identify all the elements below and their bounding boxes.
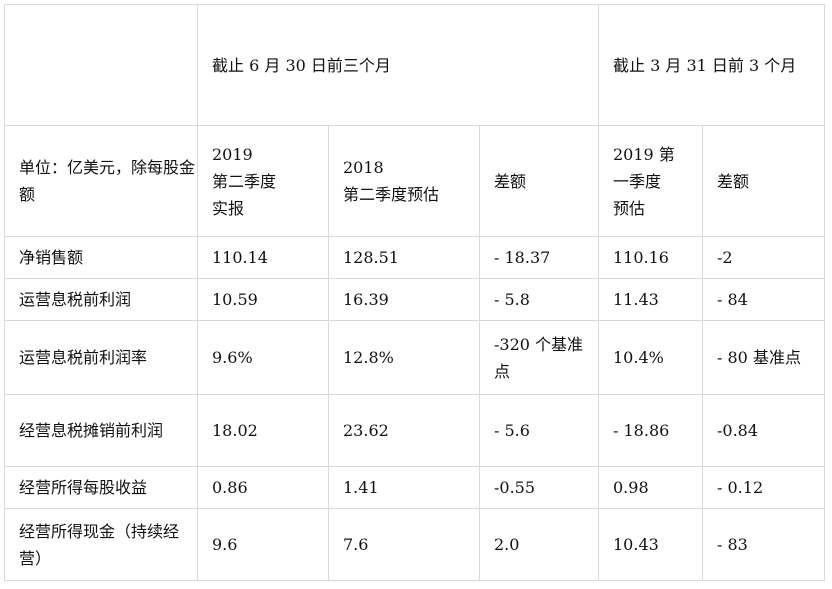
cell-diff: - 5.8 (479, 278, 599, 321)
period-header-row: 截止 6 月 30 日前三个月 截止 3 月 31 日前 3 个月 (4, 4, 825, 126)
cell-q1-2019: 10.43 (598, 508, 703, 581)
cell-q1-2019: 0.98 (598, 466, 703, 509)
cell-diff2: - 0.12 (702, 466, 825, 509)
cell-diff2: - 84 (702, 278, 825, 321)
table-row: 经营息税摊销前利润 18.02 23.62 - 5.6 - 18.86 -0.8… (4, 394, 825, 467)
cell-diff: - 18.37 (479, 236, 599, 279)
financial-results-table: 截止 6 月 30 日前三个月 截止 3 月 31 日前 3 个月 单位：亿美元… (4, 4, 825, 581)
cell-q2-2019: 9.6% (197, 320, 329, 395)
period-q1-header: 截止 3 月 31 日前 3 个月 (598, 4, 825, 126)
cell-q2-2018: 7.6 (328, 508, 480, 581)
col-2019q1-year: 2019 第 (613, 144, 675, 164)
col-2019q2-actual: 2019 第二季度 实报 (197, 125, 329, 237)
cell-q2-2019: 9.6 (197, 508, 329, 581)
cell-q2-2019: 10.59 (197, 278, 329, 321)
cell-diff2: - 83 (702, 508, 825, 581)
unit-label: 单位：亿美元，除每股金额 (4, 125, 198, 237)
col-diff2: 差额 (702, 125, 825, 237)
cell-q2-2019: 0.86 (197, 466, 329, 509)
table-row: 运营息税前利润 10.59 16.39 - 5.8 11.43 - 84 (4, 278, 825, 321)
row-label: 经营所得现金（持续经营） (4, 508, 198, 581)
cell-q1-2019: 11.43 (598, 278, 703, 321)
table-row: 经营所得每股收益 0.86 1.41 -0.55 0.98 - 0.12 (4, 466, 825, 509)
col-2019q1-type: 预估 (613, 198, 646, 218)
cell-diff: -320 个基准点 (479, 320, 599, 395)
cell-diff: -0.55 (479, 466, 599, 509)
cell-q2-2018: 1.41 (328, 466, 480, 509)
cell-diff: 2.0 (479, 508, 599, 581)
empty-header-cell (4, 4, 198, 126)
row-label: 运营息税前利润率 (4, 320, 198, 395)
col-2019q2-year: 2019 (212, 144, 253, 164)
col-2019q2-quarter: 第二季度 (212, 171, 277, 191)
cell-q1-2019: - 18.86 (598, 394, 703, 467)
cell-diff2: -2 (702, 236, 825, 279)
col-2019q1-estimate: 2019 第 一季度 预估 (598, 125, 703, 237)
cell-q2-2019: 110.14 (197, 236, 329, 279)
col-diff: 差额 (479, 125, 599, 237)
col-2019q2-type: 实报 (212, 198, 245, 218)
cell-q2-2018: 16.39 (328, 278, 480, 321)
column-header-row: 单位：亿美元，除每股金额 2019 第二季度 实报 2018 第二季度预估 差额… (4, 125, 825, 237)
cell-diff: - 5.6 (479, 394, 599, 467)
col-2018q2-year: 2018 (343, 158, 384, 177)
cell-q1-2019: 110.16 (598, 236, 703, 279)
row-label: 经营所得每股收益 (4, 466, 198, 509)
cell-q2-2018: 23.62 (328, 394, 480, 467)
row-label: 经营息税摊销前利润 (4, 394, 198, 467)
cell-q2-2018: 12.8% (328, 320, 480, 395)
cell-q1-2019: 10.4% (598, 320, 703, 395)
cell-q2-2018: 128.51 (328, 236, 480, 279)
table-row: 运营息税前利润率 9.6% 12.8% -320 个基准点 10.4% - 80… (4, 320, 825, 395)
row-label: 运营息税前利润 (4, 278, 198, 321)
cell-diff2: -0.84 (702, 394, 825, 467)
row-label: 净销售额 (4, 236, 198, 279)
col-2018q2-quarter: 第二季度预估 (343, 185, 440, 204)
cell-q2-2019: 18.02 (197, 394, 329, 467)
table-row: 经营所得现金（持续经营） 9.6 7.6 2.0 10.43 - 83 (4, 508, 825, 581)
col-2019q1-quarter: 一季度 (613, 171, 662, 191)
period-q2-header: 截止 6 月 30 日前三个月 (197, 4, 599, 126)
cell-diff2: - 80 基准点 (702, 320, 825, 395)
col-2018q2-estimate: 2018 第二季度预估 (328, 125, 480, 237)
table-row: 净销售额 110.14 128.51 - 18.37 110.16 -2 (4, 236, 825, 279)
